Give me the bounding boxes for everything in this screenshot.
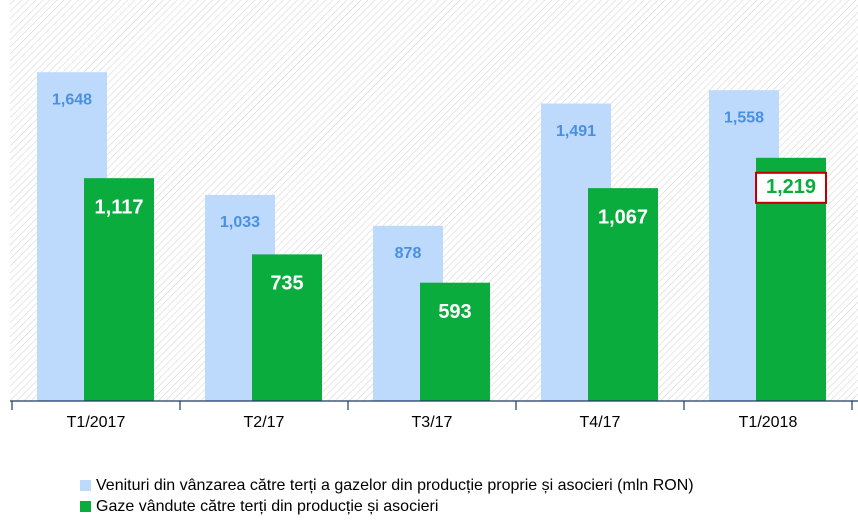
legend-swatch	[80, 480, 91, 491]
bar	[252, 254, 322, 401]
x-tick-label: T4/17	[580, 414, 621, 431]
legend-swatch	[80, 501, 91, 512]
value-label: 878	[395, 245, 422, 262]
x-tick-label: T3/17	[412, 414, 453, 431]
value-label: 1,648	[52, 91, 92, 108]
value-label: 593	[438, 301, 471, 323]
bar	[420, 282, 490, 401]
legend-label: Gaze vândute către terți din producție ș…	[96, 498, 438, 515]
x-tick-label: T1/2018	[739, 414, 798, 431]
value-label: 1,117	[95, 196, 144, 218]
bar	[84, 178, 154, 401]
value-label: 1,067	[598, 206, 648, 228]
value-label: 1,219	[766, 176, 816, 198]
highlight-box	[755, 171, 827, 204]
bar	[588, 188, 658, 401]
legend-label: Venituri din vânzarea către terți a gaze…	[96, 477, 694, 494]
x-tick-label: T2/17	[244, 414, 285, 431]
x-tick-label: T1/2017	[67, 414, 126, 431]
value-label: 1,558	[724, 109, 764, 126]
value-label: 1,033	[220, 214, 260, 231]
value-label: 735	[270, 273, 303, 295]
value-label: 1,491	[556, 123, 596, 140]
